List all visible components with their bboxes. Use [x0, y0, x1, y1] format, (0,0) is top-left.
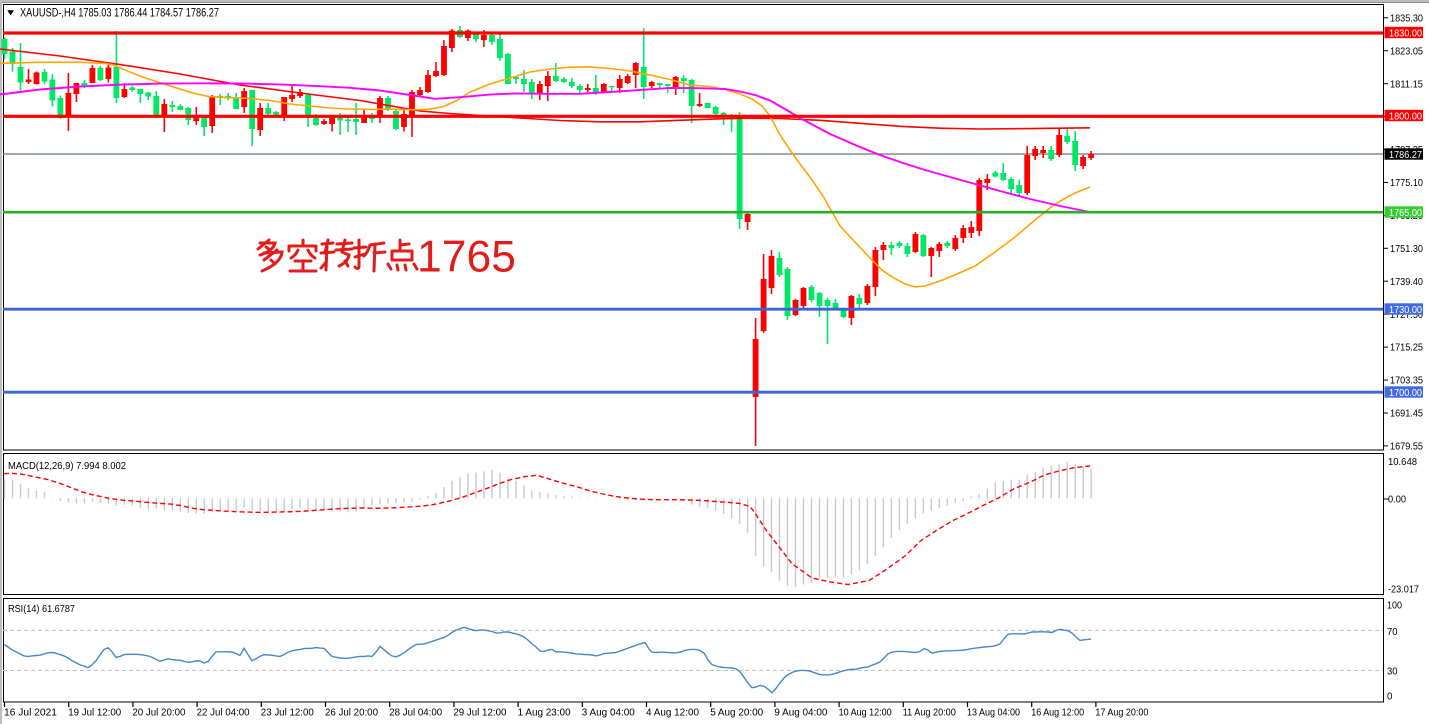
svg-text:1830.00: 1830.00	[1389, 27, 1422, 39]
svg-text:1751.30: 1751.30	[1390, 243, 1423, 255]
svg-text:1765: 1765	[417, 233, 516, 282]
svg-text:0: 0	[1387, 690, 1393, 702]
svg-text:1775.10: 1775.10	[1390, 177, 1423, 189]
svg-text:29 Jul 12:00: 29 Jul 12:00	[453, 707, 506, 719]
svg-text:1739.40: 1739.40	[1390, 276, 1423, 288]
svg-text:1715.25: 1715.25	[1390, 342, 1423, 354]
svg-text:1700.00: 1700.00	[1389, 387, 1422, 399]
svg-text:22 Jul 04:00: 22 Jul 04:00	[197, 707, 250, 719]
svg-text:1679.55: 1679.55	[1390, 441, 1423, 453]
svg-text:10.648: 10.648	[1388, 456, 1417, 468]
svg-text:-23.017: -23.017	[1388, 584, 1419, 596]
svg-text:13 Aug 04:00: 13 Aug 04:00	[967, 707, 1020, 719]
svg-text:17 Aug 20:00: 17 Aug 20:00	[1095, 707, 1148, 719]
svg-text:5 Aug 20:00: 5 Aug 20:00	[710, 707, 763, 719]
svg-text:16 Jul 2021: 16 Jul 2021	[4, 707, 57, 719]
svg-text:1835.30: 1835.30	[1390, 12, 1423, 24]
svg-text:4 Aug 12:00: 4 Aug 12:00	[646, 707, 699, 719]
svg-text:26 Jul 20:00: 26 Jul 20:00	[325, 707, 378, 719]
svg-text:0.00: 0.00	[1388, 494, 1406, 506]
svg-text:20 Jul 20:00: 20 Jul 20:00	[132, 707, 185, 719]
svg-text:3 Aug 04:00: 3 Aug 04:00	[582, 707, 635, 719]
svg-text:1800.00: 1800.00	[1389, 110, 1422, 122]
svg-text:10 Aug 12:00: 10 Aug 12:00	[839, 707, 892, 719]
svg-text:70: 70	[1387, 626, 1398, 638]
svg-text:1691.45: 1691.45	[1390, 408, 1423, 420]
svg-text:1786.27: 1786.27	[1389, 149, 1422, 161]
svg-text:1730.00: 1730.00	[1389, 304, 1422, 316]
svg-text:1823.05: 1823.05	[1390, 45, 1423, 57]
svg-text:1703.35: 1703.35	[1390, 375, 1423, 387]
svg-text:23 Jul 12:00: 23 Jul 12:00	[261, 707, 314, 719]
svg-text:100: 100	[1387, 600, 1402, 612]
svg-text:RSI(14) 61.6787: RSI(14) 61.6787	[8, 603, 75, 615]
svg-text:XAUUSD-,H4 1785.03 1786.44 17: XAUUSD-,H4 1785.03 1786.44 1784.57 1786.…	[20, 8, 219, 20]
svg-text:28 Jul 04:00: 28 Jul 04:00	[389, 707, 442, 719]
svg-text:MACD(12,26,9) 7.994 8.002: MACD(12,26,9) 7.994 8.002	[8, 460, 126, 472]
svg-text:9 Aug 04:00: 9 Aug 04:00	[774, 707, 827, 719]
svg-text:30: 30	[1387, 665, 1398, 677]
svg-text:16 Aug 12:00: 16 Aug 12:00	[1031, 707, 1084, 719]
svg-text:1811.15: 1811.15	[1390, 78, 1423, 90]
svg-text:11 Aug 20:00: 11 Aug 20:00	[903, 707, 956, 719]
svg-text:1 Aug 23:00: 1 Aug 23:00	[518, 707, 571, 719]
svg-text:19 Jul 12:00: 19 Jul 12:00	[68, 707, 121, 719]
svg-text:1765.00: 1765.00	[1389, 207, 1422, 219]
